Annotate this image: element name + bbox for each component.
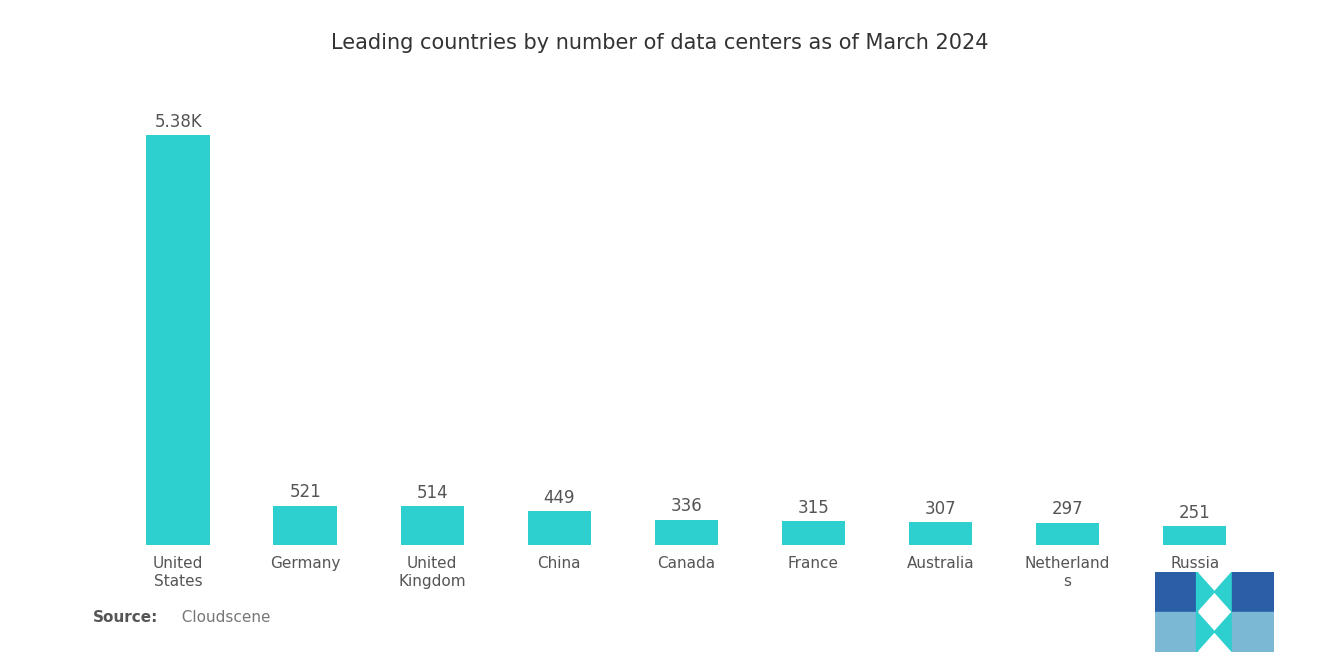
Bar: [1163, 526, 1226, 545]
Polygon shape: [1155, 612, 1196, 652]
Text: 251: 251: [1179, 504, 1210, 522]
Polygon shape: [1233, 612, 1274, 652]
Text: 315: 315: [797, 499, 829, 517]
Bar: [528, 511, 591, 545]
Bar: [1036, 523, 1100, 545]
Text: Source:: Source:: [92, 610, 158, 625]
Bar: [400, 506, 465, 545]
Text: Cloudscene: Cloudscene: [172, 610, 271, 625]
Bar: [147, 135, 210, 545]
Text: 307: 307: [925, 499, 956, 517]
Text: Leading countries by number of data centers as of March 2024: Leading countries by number of data cent…: [331, 33, 989, 53]
Bar: [273, 505, 337, 545]
Text: 5.38K: 5.38K: [154, 112, 202, 130]
Bar: [655, 519, 718, 545]
Bar: [908, 522, 973, 545]
Polygon shape: [1155, 572, 1196, 612]
Bar: [781, 521, 845, 545]
Polygon shape: [1233, 572, 1274, 612]
Text: 297: 297: [1052, 501, 1084, 519]
Text: 514: 514: [417, 484, 447, 502]
Polygon shape: [1196, 572, 1233, 612]
Text: 521: 521: [289, 483, 321, 501]
Text: 449: 449: [544, 489, 576, 507]
Text: 336: 336: [671, 497, 702, 515]
Polygon shape: [1196, 612, 1233, 652]
